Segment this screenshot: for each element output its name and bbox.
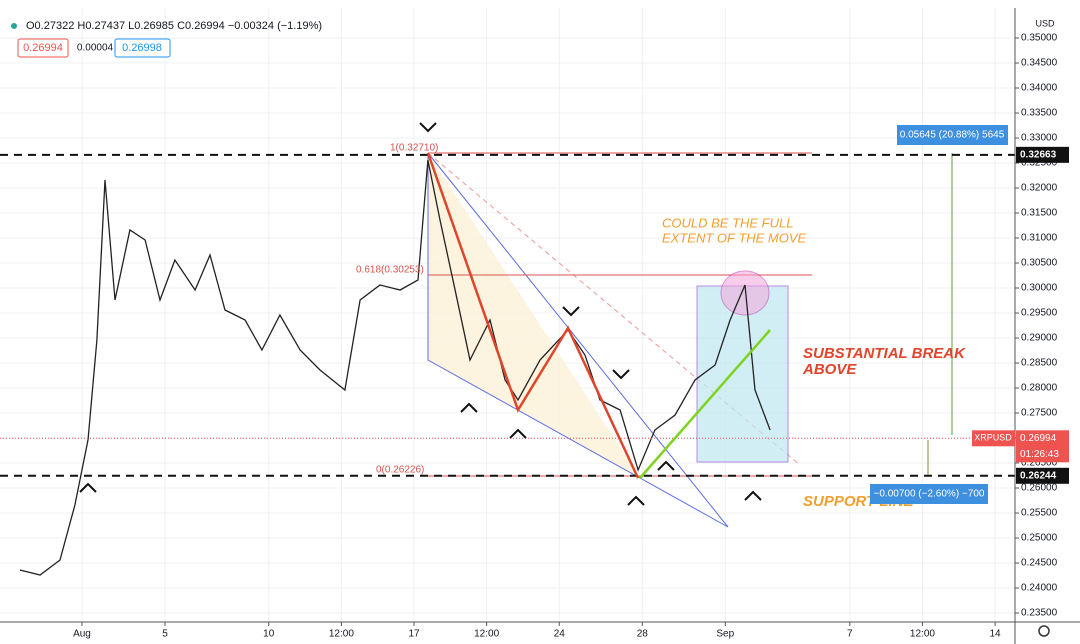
bid-box[interactable] [17,38,69,58]
measure-box [870,484,988,504]
spread: 0.00004 [77,43,114,54]
bid[interactable]: 0.26994 [23,42,63,54]
y-tick-label: 0.32500 [1021,158,1058,169]
y-tick-label: 0.30500 [1021,258,1058,269]
measure-label: −0.00700 (−2.60%) −700 [874,489,985,500]
y-tick-label: 0.26500 [1021,458,1058,469]
ohlc: O0.27322 H0.27437 L0.26985 C0.26994 −0.0… [26,20,322,32]
x-tick-label: Aug [73,629,91,640]
y-tick-label: 0.28500 [1021,358,1058,369]
note: SUBSTANTIAL BREAK [803,345,966,362]
y-tick-label: 0.35000 [1021,33,1058,44]
status-dot [11,23,17,29]
note: COULD BE THE FULL [662,215,793,230]
x-tick-label: 5 [162,629,168,640]
y-tick-label: 0.32000 [1021,183,1058,194]
x-tick-label: 10 [263,629,275,640]
x-tick-label: 24 [554,629,566,640]
last-price-label: 0.26994 [1020,433,1057,444]
y-tick-label: 0.29000 [1021,333,1058,344]
countdown: 01:26:43 [1020,449,1059,460]
x-tick-label: 14 [990,629,1002,640]
level-label: 0.26244 [1020,470,1057,481]
triangle [427,152,729,528]
x-tick-label: 17 [408,629,420,640]
y-tick-label: 0.31500 [1021,208,1058,219]
level-box [1016,467,1069,484]
x-tick-label: 12:00 [910,629,935,640]
price-line [19,159,771,576]
y-tick-label: 0.34000 [1021,83,1058,94]
fib-label: 1(0.32710) [390,143,438,154]
x-tick-label: 12:00 [329,629,354,640]
x-tick-label: Sep [716,629,734,640]
y-tick-label: 0.24500 [1021,558,1058,569]
y-tick-label: 0.23500 [1021,608,1058,619]
zigzag [426,152,640,479]
y-tick-label: 0.29500 [1021,308,1058,319]
chevrons [79,122,762,506]
level-box [1016,146,1069,163]
y-tick-label: 0.33000 [1021,133,1058,144]
y-tick-label: 0.24000 [1021,583,1058,594]
y-tick-label: 0.25500 [1021,508,1058,519]
y-tick-label: 0.28000 [1021,383,1058,394]
ask-box[interactable] [114,38,171,58]
last-price-box [1016,430,1069,463]
y-tick-label: 0.25000 [1021,533,1058,544]
note: ABOVE [802,361,857,378]
breakout-line [639,329,771,479]
fib-label: 0.618(0.30253) [356,265,424,276]
x-tick-label: 12:00 [474,629,499,640]
level-label: 0.32663 [1020,149,1057,160]
y-tick-label: 0.27500 [1021,408,1058,419]
measure-label: 0.05645 (20.88%) 5645 [900,130,1005,141]
y-tick-label: 0.34500 [1021,58,1058,69]
x-tick-label: 7 [847,629,853,640]
highlight [720,270,770,316]
y-tick-label: 0.31000 [1021,233,1058,244]
fib-label: 0(0.26226) [376,465,424,476]
symbol-box [972,430,1015,447]
ask[interactable]: 0.26998 [122,42,162,54]
triangle-fill [428,153,640,478]
measure-box [897,125,1008,145]
settings-icon[interactable] [1038,625,1050,637]
y-tick-label: 0.33500 [1021,108,1058,119]
note: EXTENT OF THE MOVE [662,230,807,245]
y-tick-label: 0.26000 [1021,483,1058,494]
y-tick-label: 0.30000 [1021,283,1058,294]
currency: USD [1035,18,1055,28]
x-tick-label: 28 [637,629,649,640]
symbol-label: XRPUSD [974,433,1012,443]
